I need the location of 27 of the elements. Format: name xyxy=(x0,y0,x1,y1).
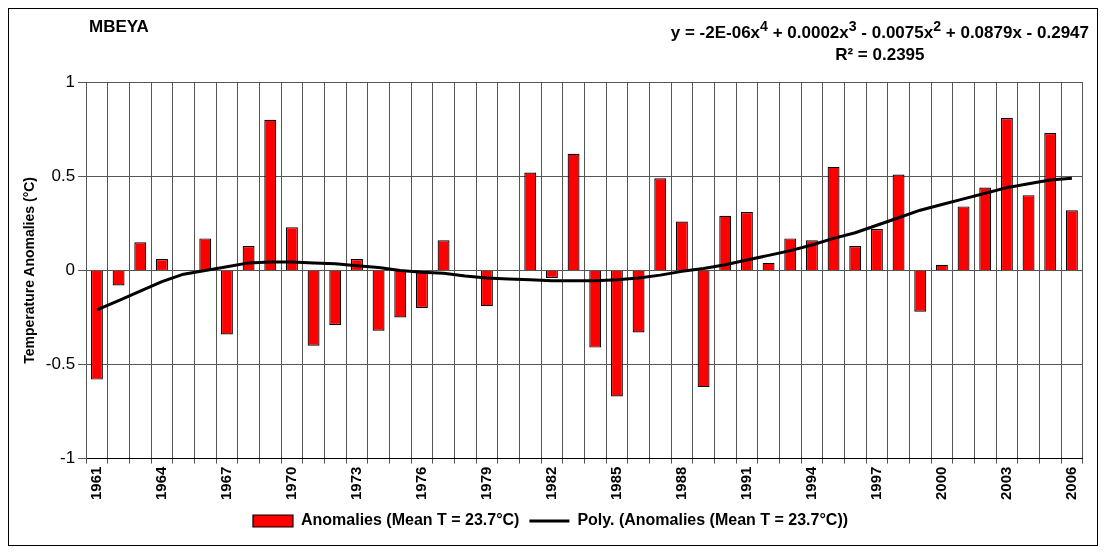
legend-label: Poly. (Anomalies (Mean T = 23.7°C)) xyxy=(577,511,849,529)
x-tick-label: 1961 xyxy=(87,466,105,501)
chart-title: MBEYA xyxy=(89,17,149,37)
x-tick-label: 1982 xyxy=(542,466,560,501)
y-axis-title: Temperature Anomalies (°C) xyxy=(21,176,38,364)
x-tick-label: 1991 xyxy=(737,466,755,501)
x-tick-label: 2003 xyxy=(997,466,1015,501)
x-tick-label: 2006 xyxy=(1062,466,1080,501)
x-tick-label: 1967 xyxy=(217,466,235,501)
y-tick-label: -1 xyxy=(59,448,76,468)
y-tick-label: 1 xyxy=(65,71,76,91)
x-tick-label: 1985 xyxy=(607,466,625,501)
y-tick-label: 0 xyxy=(65,260,76,280)
y-tick-label: 0.5 xyxy=(51,166,76,185)
x-tick-label: 1994 xyxy=(802,465,820,501)
x-tick-label: 1964 xyxy=(152,465,170,501)
x-tick-label: 1997 xyxy=(867,466,885,501)
x-tick-label: 2000 xyxy=(932,466,950,501)
x-tick-label: 1970 xyxy=(282,466,300,501)
legend-label: Anomalies (Mean T = 23.7°C) xyxy=(300,511,520,529)
x-tick-label: 1979 xyxy=(477,466,495,501)
text: y = -2E-06x$^{4}$ + 0.0002x$^{3}$ - 0.0075x$^{2}$ + 0.0879x - 0.2947 xyxy=(670,17,1089,44)
x-tick-label: 1976 xyxy=(412,466,430,501)
x-tick-label: 1973 xyxy=(347,466,365,501)
y-tick-label: -0.5 xyxy=(45,354,76,374)
x-tick-label: 1988 xyxy=(672,466,690,501)
text: R² = 0.2395 xyxy=(834,43,926,66)
